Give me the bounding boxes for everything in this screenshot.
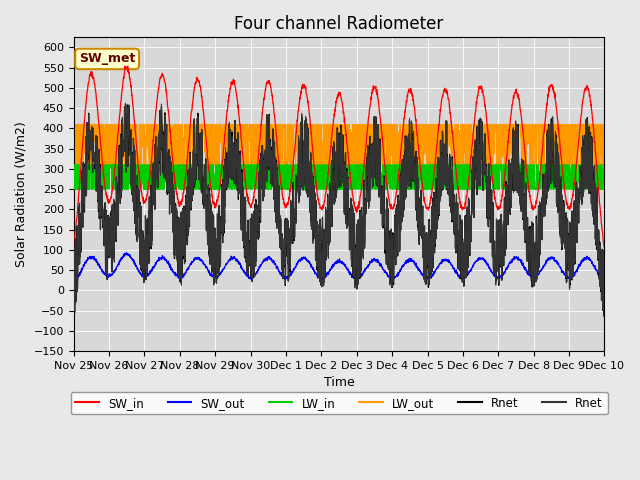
Legend: SW_in, SW_out, LW_in, LW_out, Rnet, Rnet: SW_in, SW_out, LW_in, LW_out, Rnet, Rnet xyxy=(70,392,607,414)
Title: Four channel Radiometer: Four channel Radiometer xyxy=(234,15,444,33)
Text: SW_met: SW_met xyxy=(79,52,135,65)
Y-axis label: Solar Radiation (W/m2): Solar Radiation (W/m2) xyxy=(15,121,28,267)
X-axis label: Time: Time xyxy=(324,376,355,389)
